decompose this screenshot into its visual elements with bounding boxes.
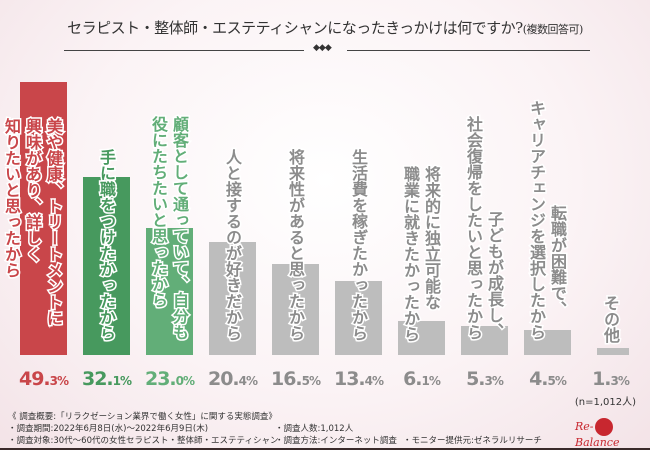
category-label-line: キャリアチェンジを選択したから — [526, 99, 548, 342]
category-label: 顧客として通っていて、自分も 役にたちたいと思ったから — [148, 115, 191, 342]
category-label-line: 社会復帰をしたいと思ったから — [463, 115, 485, 342]
bar — [146, 227, 193, 355]
bar — [335, 280, 382, 355]
category-label-line: 役にたちたいと思ったから — [148, 115, 170, 310]
category-label-line: 顧客として通っていて、自分も — [169, 115, 191, 342]
category-label: その他 — [600, 294, 622, 345]
category-label-line: 将来性があると思ったから — [285, 148, 307, 343]
diamond-ornament: ◆◆◆ — [313, 43, 332, 53]
category-label-line: 将来的に独立可能な — [421, 164, 443, 311]
survey-count: ・調査人数:1,012人 — [275, 424, 354, 434]
value-label: 5.3% — [466, 368, 504, 390]
value-label: 4.5% — [529, 368, 567, 390]
divider — [64, 50, 304, 51]
value-label: 16.5% — [270, 368, 321, 390]
value-label: 13.4% — [333, 368, 384, 390]
bar — [461, 325, 508, 355]
category-label: 将来性があると思ったから — [285, 148, 307, 343]
value-label: 6.1% — [403, 368, 441, 390]
category-label-line: 美や健康、トリートメントに — [43, 117, 65, 328]
logo: Re-Balance — [575, 418, 620, 449]
value-label: 23.0% — [144, 368, 195, 390]
value-label: 32.1% — [81, 368, 132, 390]
category-label-line: 職業に就きたかったから — [400, 164, 422, 343]
divider — [347, 50, 590, 51]
survey-provider: ・モニター提供元:ゼネラルリサーチ — [403, 436, 542, 446]
category-label: 将来的に独立可能な 職業に就きたかったから — [400, 164, 443, 343]
bar — [398, 321, 445, 355]
value-label: 49.3% — [18, 368, 69, 390]
category-label-line: その他 — [600, 294, 622, 345]
value-label: 20.4% — [207, 368, 258, 390]
category-label-line: 人と接するのが好きだから — [222, 148, 244, 343]
category-label-line: 転職が困難で、 — [547, 204, 569, 319]
category-label: 手に職をつけたかったから — [96, 148, 118, 343]
category-label: 人と接するのが好きだから — [222, 148, 244, 343]
category-label-line: 子どもが成長し、 — [484, 210, 506, 341]
category-label-line: 生活費を稼ぎたかったから — [348, 148, 370, 343]
bottom-border — [0, 448, 650, 450]
bar — [209, 242, 256, 355]
category-label-line: 興味があり、詳しく — [22, 117, 44, 264]
survey-target: ・調査対象:30代〜60代の女性セラピスト・整体師・エステティシャン — [8, 436, 279, 446]
value-label: 1.3% — [592, 368, 630, 390]
bar — [597, 347, 629, 355]
category-label: 子どもが成長し、 社会復帰をしたいと思ったから — [463, 115, 506, 342]
bar — [83, 177, 130, 355]
category-label: 転職が困難で、 キャリアチェンジを選択したから — [526, 99, 569, 342]
category-label: 美や健康、トリートメントに 興味があり、詳しく 知りたいと思ったから — [1, 117, 65, 328]
bar — [20, 82, 67, 355]
category-label-line: 知りたいと思ったから — [1, 117, 23, 280]
survey-method: ・調査方法:インターネット調査 — [275, 436, 397, 446]
category-label: 生活費を稼ぎたかったから — [348, 148, 370, 343]
category-label-line: 手に職をつけたかったから — [96, 148, 118, 343]
bar — [524, 330, 571, 355]
bar — [272, 263, 319, 355]
sample-size: (n=1,012人) — [574, 397, 636, 408]
logo-mark — [594, 418, 613, 436]
chart-title: セラピスト・整体師・エステティシャンになったきっかけは何ですか?(複数回答可) — [67, 19, 583, 37]
survey-period: ・調査期間:2022年6月8日(水)〜2022年6月9日(木) — [8, 424, 209, 434]
survey-summary: 《 調査概要:「リラクゼーション業界で働く女性」に関する実態調査》 — [8, 412, 277, 422]
